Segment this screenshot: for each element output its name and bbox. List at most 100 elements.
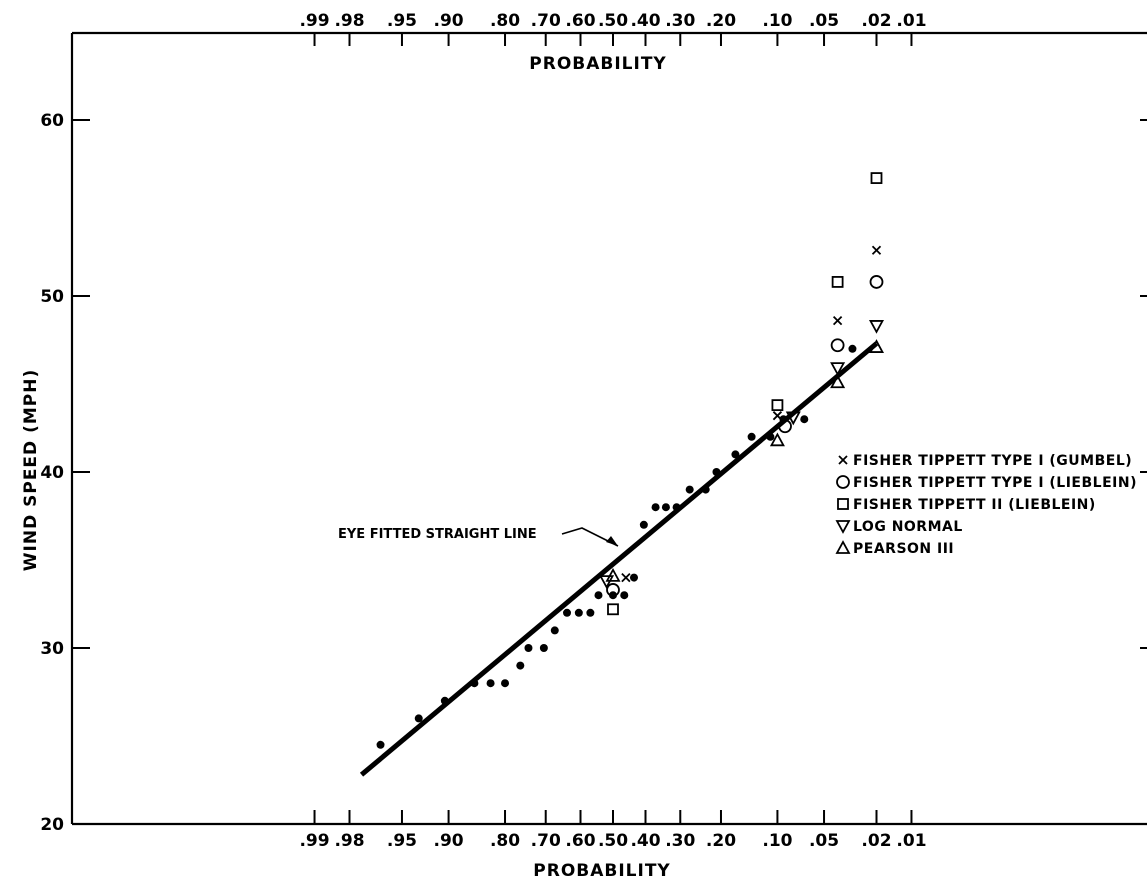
legend-marker-triangle-down	[835, 520, 851, 534]
fitted-series	[599, 172, 885, 616]
legend-label: LOG NORMAL	[853, 519, 963, 535]
x-tick-label-top: .70	[531, 11, 561, 31]
series-point-square	[831, 276, 844, 288]
legend-label: FISHER TIPPETT II (LIEBLEIN)	[853, 497, 1096, 513]
x-tick-label-top: .10	[762, 11, 792, 31]
x-tick-label-bottom: .80	[490, 831, 520, 851]
legend-label: FISHER TIPPETT TYPE I (GUMBEL)	[853, 453, 1132, 469]
observed-point	[651, 503, 660, 512]
series-point-x	[621, 572, 631, 583]
observed-point	[766, 432, 775, 441]
legend-item: FISHER TIPPETT TYPE I (LIEBLEIN)	[836, 475, 1137, 491]
legend-item: PEARSON III	[835, 540, 954, 557]
x-tick-label-bottom: .60	[565, 831, 595, 851]
series-point-square	[607, 603, 619, 616]
fitted-line-label: EYE FITTED STRAIGHT LINE	[338, 527, 537, 542]
y-axis: 20 30 40 50 60	[40, 111, 1147, 835]
observed-point	[620, 591, 629, 600]
observed-point	[524, 644, 533, 652]
x-tick-label-top: .50	[598, 11, 628, 31]
x-tick-label-top: .95	[387, 11, 417, 31]
x-tick-label-top: .20	[706, 11, 736, 31]
legend-marker-triangle-up	[835, 540, 851, 554]
x-tick-label-bottom: .02	[861, 831, 891, 851]
series-point-triangle-up	[830, 374, 846, 389]
x-tick-label-top: .30	[665, 11, 695, 31]
x-axis-title-top: PROBABILITY	[529, 54, 666, 74]
series-point-x	[871, 245, 882, 255]
x-tick-label-top: .60	[565, 11, 595, 31]
plot-frame	[70, 31, 1147, 826]
y-tick-label: 50	[40, 287, 64, 307]
observed-point	[586, 608, 595, 617]
x-tick-label-bottom: .20	[706, 831, 736, 851]
x-tick-label-top: .01	[896, 11, 926, 31]
x-tick-label-bottom: .98	[334, 831, 364, 851]
observed-point	[629, 573, 638, 582]
y-tick-label: 40	[40, 463, 64, 483]
legend-marker-x	[838, 455, 848, 465]
legend-label: FISHER TIPPETT TYPE I (LIEBLEIN)	[853, 475, 1137, 491]
y-tick-label: 30	[40, 639, 64, 659]
series-point-x	[832, 316, 843, 326]
legend-marker-square	[837, 498, 849, 510]
observed-point	[563, 608, 572, 617]
legend-item: LOG NORMAL	[835, 519, 963, 535]
x-tick-label-bottom: .90	[434, 831, 464, 851]
x-axis-title-bottom: PROBABILITY	[533, 861, 670, 881]
series-point-triangle-up	[605, 567, 621, 582]
observed-point	[470, 679, 479, 688]
y-tick-label: 60	[40, 111, 64, 131]
x-tick-label-top: .02	[861, 11, 891, 31]
series-point-triangle-down	[868, 320, 885, 334]
x-tick-label-top: .99	[299, 11, 329, 31]
series-point-triangle-up	[868, 339, 885, 353]
series-point-circle	[830, 338, 845, 353]
series-point-circle	[869, 275, 884, 289]
series-point-x	[772, 411, 783, 421]
observed-point	[501, 679, 510, 688]
legend: FISHER TIPPETT TYPE I (GUMBEL) FISHER TIP…	[835, 453, 1137, 557]
observed-point	[731, 450, 740, 459]
fitted-line	[359, 341, 879, 777]
observed-points	[376, 344, 857, 749]
annotation-arrowhead	[606, 536, 618, 546]
series-point-triangle-down	[785, 411, 801, 426]
observed-point	[712, 468, 721, 476]
observed-point	[486, 679, 495, 688]
series-point-circle	[778, 419, 792, 434]
x-tick-label-bottom: .01	[896, 831, 926, 851]
legend-marker-circle	[836, 475, 850, 489]
series-point-triangle-down	[830, 362, 846, 377]
x-tick-label-bottom: .05	[809, 831, 839, 851]
x-tick-label-top: .05	[809, 11, 839, 31]
x-tick-label-top: .40	[630, 11, 660, 31]
observed-point	[848, 344, 857, 353]
observed-point	[440, 696, 449, 705]
observed-point	[639, 520, 648, 529]
observed-point	[800, 415, 809, 424]
observed-point	[376, 740, 385, 749]
x-tick-label-bottom: .70	[531, 831, 561, 851]
series-point-triangle-up	[769, 432, 785, 447]
observed-point	[747, 432, 756, 441]
observed-point	[550, 626, 559, 635]
series-point-circle	[606, 583, 620, 597]
legend-item: FISHER TIPPETT TYPE I (GUMBEL)	[838, 453, 1132, 469]
fitted-line-annotation: EYE FITTED STRAIGHT LINE	[338, 527, 619, 547]
observed-point	[516, 661, 525, 670]
observed-point	[685, 485, 694, 494]
series-point-square	[870, 172, 883, 184]
observed-point	[661, 503, 670, 512]
observed-point	[594, 591, 603, 600]
observed-point	[701, 485, 710, 494]
x-tick-label-bottom: .30	[665, 831, 695, 851]
x-tick-label-bottom: .50	[598, 831, 628, 851]
observed-point	[672, 503, 681, 512]
legend-item: FISHER TIPPETT II (LIEBLEIN)	[837, 497, 1096, 513]
x-tick-label-bottom: .95	[387, 831, 417, 851]
x-axis-top: .99.98 .95 .90 .80 .70.60.50.40.30 .20 .10 .05.…	[299, 11, 927, 46]
observed-point	[414, 714, 423, 723]
x-tick-label-top: .90	[434, 11, 464, 31]
